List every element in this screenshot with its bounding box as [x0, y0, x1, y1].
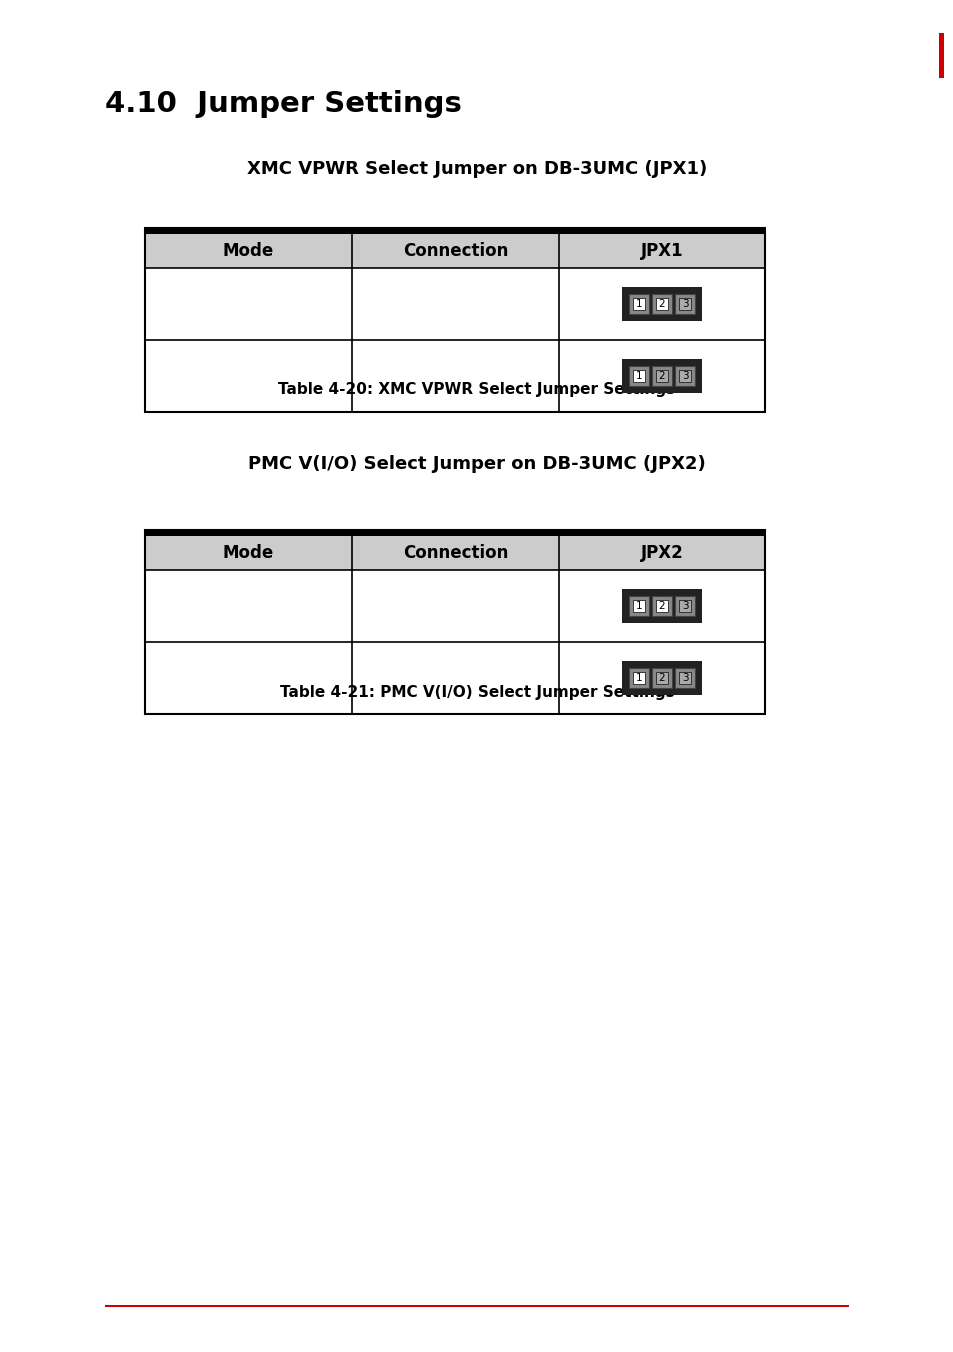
Bar	[656, 672, 667, 684]
Text: 1: 1	[635, 673, 641, 683]
Text: 2: 2	[658, 602, 664, 611]
Bar	[145, 535, 764, 571]
Bar	[651, 668, 671, 688]
Bar	[938, 32, 943, 78]
Bar	[628, 293, 648, 314]
Text: 3: 3	[681, 602, 688, 611]
Text: 4.10  Jumper Settings: 4.10 Jumper Settings	[105, 91, 461, 118]
Bar	[656, 370, 667, 383]
Text: 2: 2	[658, 673, 664, 683]
Text: JPX2: JPX2	[640, 544, 682, 562]
Bar	[621, 287, 701, 320]
Text: 2: 2	[658, 370, 664, 381]
Bar	[679, 370, 690, 383]
Bar	[651, 596, 671, 617]
Text: 3: 3	[681, 299, 688, 310]
Text: PMC V(I/O) Select Jumper on DB-3UMC (JPX2): PMC V(I/O) Select Jumper on DB-3UMC (JPX…	[248, 456, 705, 473]
Text: XMC VPWR Select Jumper on DB-3UMC (JPX1): XMC VPWR Select Jumper on DB-3UMC (JPX1)	[247, 160, 706, 178]
Text: 1: 1	[635, 602, 641, 611]
Bar	[145, 530, 764, 714]
Bar	[633, 600, 644, 612]
Bar	[675, 293, 695, 314]
Bar	[633, 370, 644, 383]
Text: 3: 3	[681, 370, 688, 381]
Bar	[621, 360, 701, 393]
Bar	[621, 661, 701, 695]
Bar	[675, 366, 695, 387]
Bar	[628, 366, 648, 387]
Bar	[633, 672, 644, 684]
Bar	[679, 600, 690, 612]
Text: Table 4-20: XMC VPWR Select Jumper Settings: Table 4-20: XMC VPWR Select Jumper Setti…	[278, 383, 675, 397]
Text: 2: 2	[658, 299, 664, 310]
Bar	[145, 228, 764, 412]
Text: Connection: Connection	[402, 544, 508, 562]
Bar	[675, 668, 695, 688]
Text: JPX1: JPX1	[640, 242, 682, 260]
Bar	[633, 297, 644, 310]
Bar	[675, 596, 695, 617]
Bar	[679, 297, 690, 310]
Bar	[656, 600, 667, 612]
Bar	[145, 530, 764, 535]
Bar	[628, 596, 648, 617]
Bar	[651, 293, 671, 314]
Text: 1: 1	[635, 299, 641, 310]
Bar	[628, 668, 648, 688]
Bar	[679, 672, 690, 684]
Bar	[145, 228, 764, 234]
Bar	[621, 589, 701, 623]
Text: Connection: Connection	[402, 242, 508, 260]
Bar	[105, 1305, 848, 1307]
Bar	[651, 366, 671, 387]
Text: Table 4-21: PMC V(I/O) Select Jumper Settings: Table 4-21: PMC V(I/O) Select Jumper Set…	[279, 685, 674, 700]
Text: Mode: Mode	[223, 242, 274, 260]
Text: 3: 3	[681, 673, 688, 683]
Bar	[145, 234, 764, 268]
Text: 1: 1	[635, 370, 641, 381]
Bar	[656, 297, 667, 310]
Text: Mode: Mode	[223, 544, 274, 562]
